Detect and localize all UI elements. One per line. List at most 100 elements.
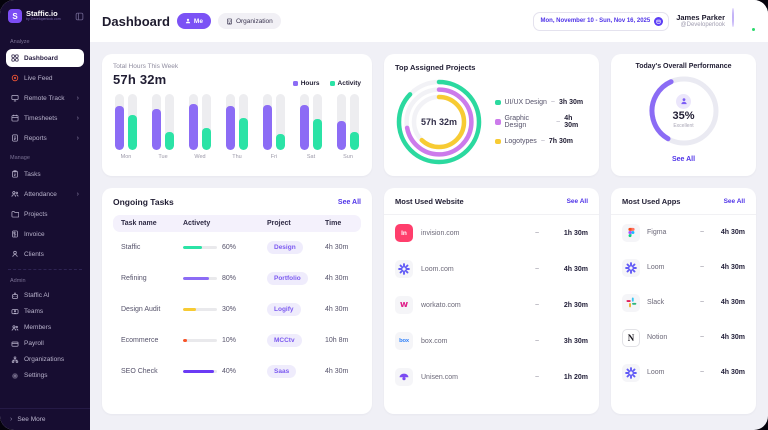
date-range-picker[interactable]: Mon, November 10 - Sun, Nov 16, 2025 — [532, 11, 670, 31]
websites-see-all-link[interactable]: See All — [566, 198, 588, 205]
sidebar-item-staffic-ai[interactable]: Staffic AI — [6, 288, 84, 303]
projects-ring-chart — [396, 79, 482, 165]
sidebar-item-dashboard[interactable]: Dashboard — [6, 49, 84, 67]
sidebar-nav: Analyze Dashboard Live Feed Remote Track… — [0, 29, 90, 408]
total-hours-card: Total Hours This Week 57h 32m Hours Acti… — [102, 54, 372, 176]
app-name: Loom — [647, 264, 665, 271]
legend-item: Logotypes ~ 7h 30m — [495, 138, 588, 145]
apps-see-all-link[interactable]: See All — [723, 198, 745, 205]
legend-label-hours: Hours — [300, 80, 320, 87]
page-title: Dashboard — [102, 13, 170, 29]
progress-percent: 60% — [222, 244, 237, 251]
sidebar-item-tasks[interactable]: Tasks — [6, 165, 84, 183]
sidebar-item-label: Staffic AI — [24, 292, 50, 299]
app-time: 4h 30m — [720, 299, 745, 306]
box-icon: box — [395, 332, 413, 350]
col-activity: Activety — [183, 220, 211, 227]
app-time: 4h 30m — [720, 334, 745, 341]
website-name: Unisen.com — [421, 373, 458, 381]
avatar[interactable] — [732, 8, 734, 27]
sidebar-item-payroll[interactable]: Payroll — [6, 336, 84, 351]
activity-bar — [313, 94, 322, 150]
app-name: Figma — [647, 229, 667, 236]
tasks-see-all-link[interactable]: See All — [337, 198, 361, 206]
logotypes-legend-dot — [495, 138, 501, 145]
tilde-separator: ~ — [550, 99, 555, 106]
divider — [611, 214, 756, 215]
col-task-name: Task name — [121, 220, 157, 227]
legend-label: Graphic Design — [504, 115, 530, 129]
project-badge: Design — [267, 241, 303, 254]
me-toggle-button[interactable]: Me — [176, 13, 211, 29]
sidebar-item-live-feed[interactable]: Live Feed — [6, 69, 84, 87]
sidebar-item-settings[interactable]: Settings — [6, 368, 84, 383]
sidebar-item-reports[interactable]: Reports › — [6, 129, 84, 147]
me-label: Me — [193, 17, 203, 25]
activity-bar — [128, 94, 137, 150]
hours-bar — [189, 94, 198, 150]
card-title: Most Used Apps — [622, 197, 681, 206]
hours-bar — [263, 94, 272, 150]
sidebar-item-timesheets[interactable]: Timesheets › — [6, 109, 84, 127]
table-row: Ecommerce 10% MCCtv 10h 8m — [113, 325, 361, 356]
app-name: Loom — [647, 369, 665, 376]
graphic-legend-dot — [495, 119, 501, 125]
progress-percent: 40% — [222, 368, 237, 375]
progress-bar — [183, 339, 217, 342]
x-tick-label: Wed — [194, 154, 206, 160]
ring-chart-center-label: 57h 32m — [420, 117, 458, 127]
website-time: 4h 30m — [563, 265, 588, 273]
user-name: James Parker — [676, 12, 725, 22]
legend-label-activity: Activity — [337, 80, 361, 87]
list-item: Loom ~ 4h 30m — [622, 355, 745, 390]
performance-see-all-link[interactable]: See All — [671, 156, 696, 163]
tilde-separator: ~ — [534, 229, 540, 237]
sidebar-item-invoice[interactable]: Invoice — [6, 225, 84, 243]
progress-bar — [183, 370, 217, 373]
task-name: SEO Check — [121, 368, 158, 375]
x-tick-label: Mon — [120, 154, 132, 160]
robot-icon — [11, 291, 19, 300]
date-range-label: Mon, November 10 - Sun, Nov 16, 2025 — [540, 18, 651, 24]
organization-toggle-button[interactable]: Organization — [217, 13, 281, 29]
sidebar-item-members[interactable]: Members — [6, 320, 84, 335]
sidebar-item-label: Live Feed — [24, 74, 53, 82]
sidebar-item-label: Members — [24, 324, 52, 331]
sidebar-item-label: Remote Track — [24, 94, 65, 102]
sidebar-item-attendance[interactable]: Attendance › — [6, 185, 84, 203]
x-tick-label: Sat — [306, 154, 316, 160]
hours-bar — [115, 94, 124, 150]
table-header: Task name Activety Project Time — [113, 215, 361, 232]
calendar-icon — [11, 114, 19, 122]
organization-label: Organization — [235, 17, 273, 25]
divider — [8, 269, 82, 270]
top-projects-card: Top Assigned Projects — [384, 54, 599, 176]
website-name: invision.com — [421, 229, 460, 237]
sidebar-collapse-icon[interactable] — [75, 12, 84, 21]
user-info: James Parker @Developerlook — [676, 13, 725, 30]
chevron-right-icon: › — [76, 114, 79, 122]
sidebar-item-projects[interactable]: Projects — [6, 205, 84, 223]
sidebar-item-organizations[interactable]: Organizations — [6, 352, 84, 367]
record-icon — [11, 74, 19, 82]
uiux-legend-dot — [495, 99, 501, 106]
hours-bar — [226, 94, 235, 150]
app-time: 4h 30m — [720, 264, 745, 271]
card-title: Top Assigned Projects — [395, 63, 476, 72]
most-used-website-card: Most Used Website See All In invision.co… — [384, 188, 599, 414]
sidebar-item-remote-track[interactable]: Remote Track › — [6, 89, 84, 107]
teams-icon — [11, 308, 19, 316]
see-more-button[interactable]: › See More — [0, 408, 90, 430]
performance-card: Today's Overall Performance 35% Excel — [611, 54, 756, 176]
section-label-manage: Manage — [10, 155, 30, 161]
sidebar-item-teams[interactable]: Teams — [6, 304, 84, 319]
folder-icon — [11, 210, 19, 218]
sidebar-item-clients[interactable]: Clients — [6, 245, 84, 263]
hours-bar — [152, 94, 161, 150]
section-label-analyze: Analyze — [10, 39, 30, 45]
progress-bar — [183, 308, 217, 311]
chevron-right-icon: › — [76, 190, 79, 198]
task-time: 10h 8m — [325, 337, 349, 344]
total-hours-value: 57h 32m — [113, 72, 167, 87]
sidebar: S Staffic.io by Developerlook.com Analyz… — [0, 0, 90, 430]
